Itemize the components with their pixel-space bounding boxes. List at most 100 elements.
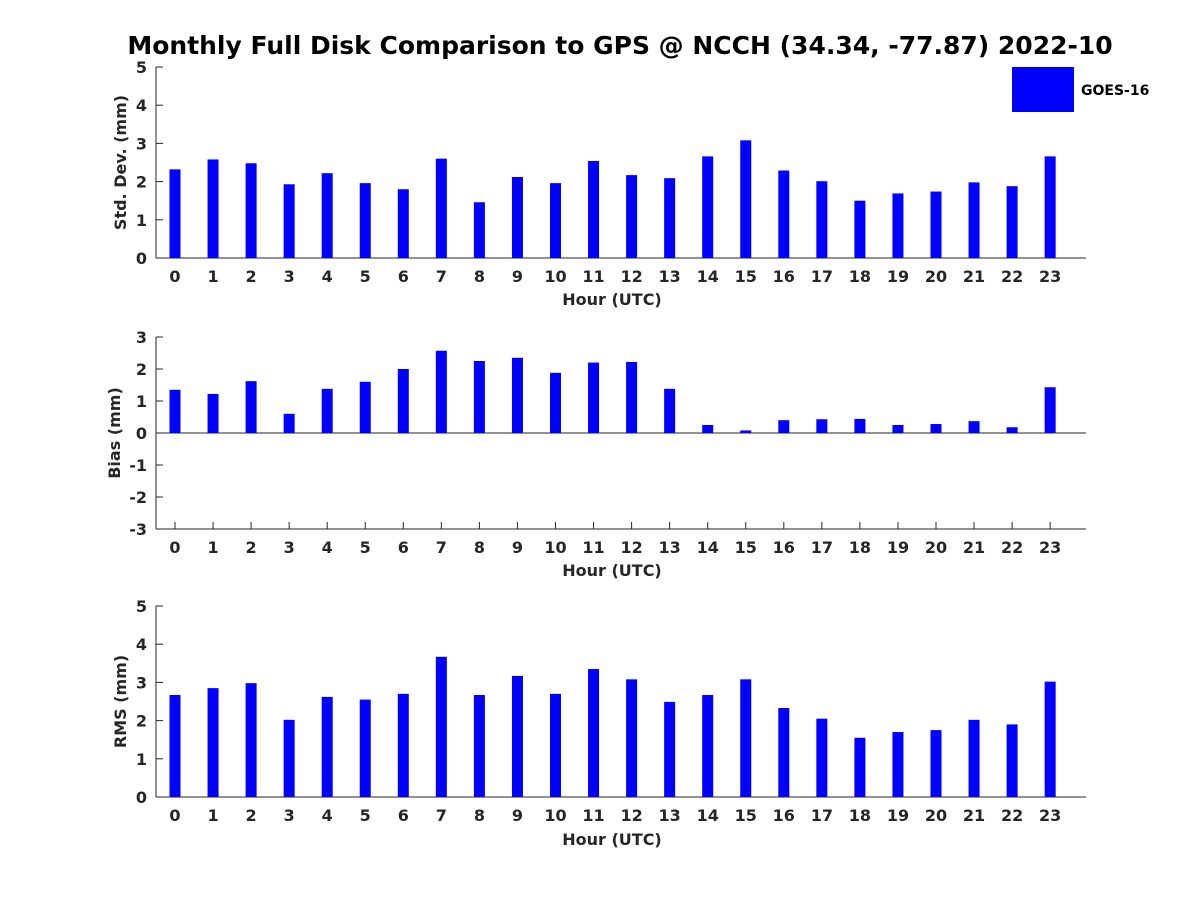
bar-hour-14 (702, 695, 714, 797)
bar-hour-9 (511, 177, 523, 258)
bar-hour-15 (740, 430, 752, 433)
x-tick-label: 16 (773, 538, 795, 557)
y-tick-label: 1 (136, 211, 147, 230)
x-tick-label: 2 (246, 267, 257, 286)
bar-hour-23 (1044, 156, 1056, 258)
y-tick-label: 5 (136, 597, 147, 616)
bar-hour-11 (588, 160, 600, 258)
bar-hour-6 (397, 693, 409, 797)
bar-hour-18 (854, 737, 866, 797)
x-tick-label: 3 (284, 538, 295, 557)
bar-hour-21 (968, 182, 980, 258)
x-tick-label: 12 (620, 538, 642, 557)
bar-hour-10 (550, 183, 561, 258)
bar-hour-6 (397, 189, 409, 258)
bar-hour-9 (511, 675, 523, 797)
bar-hour-16 (778, 707, 790, 797)
bar-hour-2 (245, 163, 257, 258)
bar-hour-11 (588, 362, 600, 433)
bar-hour-21 (968, 421, 980, 433)
bar-hour-22 (1006, 186, 1018, 258)
bar-hour-2 (245, 683, 257, 797)
x-tick-label: 20 (925, 806, 947, 825)
bar-hour-2 (245, 381, 257, 433)
x-tick-label: 5 (360, 806, 371, 825)
bar-hour-13 (664, 178, 676, 258)
y-tick-label: -1 (129, 456, 147, 475)
bar-hour-19 (892, 425, 904, 433)
bar-hour-1 (207, 159, 219, 258)
x-tick-label: 0 (169, 806, 180, 825)
y-tick-label: -2 (129, 488, 147, 507)
bar-hour-7 (435, 656, 447, 797)
x-tick-label: 23 (1039, 806, 1061, 825)
x-tick-label: 19 (887, 267, 909, 286)
bar-hour-15 (740, 679, 752, 797)
bar-hour-5 (359, 699, 371, 797)
y-tick-label: 3 (136, 673, 147, 692)
bar-hour-8 (473, 202, 485, 258)
bar-hour-0 (169, 695, 181, 797)
bar-hour-10 (550, 372, 561, 433)
x-tick-label: 12 (620, 806, 642, 825)
x-tick-label: 16 (773, 806, 795, 825)
bar-hour-4 (321, 696, 333, 797)
x-tick-label: 22 (1001, 267, 1023, 286)
x-tick-label: 0 (169, 538, 180, 557)
chart-title: Monthly Full Disk Comparison to GPS @ NC… (127, 31, 1112, 60)
x-tick-label: 9 (512, 267, 523, 286)
bar-hour-20 (930, 424, 942, 433)
x-tick-label: 10 (544, 538, 566, 557)
bar-hour-20 (930, 191, 942, 258)
bar-hour-0 (169, 389, 181, 433)
bar-hour-22 (1006, 427, 1018, 433)
bar-hour-5 (359, 183, 371, 258)
x-tick-label: 17 (811, 538, 833, 557)
x-tick-label: 2 (246, 538, 257, 557)
y-tick-label: 2 (136, 173, 147, 192)
x-tick-label: 6 (398, 267, 409, 286)
bar-hour-8 (473, 361, 485, 433)
y-axis-label: Bias (mm) (105, 387, 124, 479)
bar-hour-9 (511, 357, 523, 433)
bar-hour-11 (588, 669, 600, 797)
x-tick-label: 1 (207, 267, 218, 286)
x-tick-label: 5 (360, 538, 371, 557)
x-tick-label: 13 (659, 538, 681, 557)
bar-hour-22 (1006, 724, 1018, 797)
x-tick-label: 15 (735, 806, 757, 825)
x-tick-label: 22 (1001, 806, 1023, 825)
bar-hour-18 (854, 418, 866, 433)
bar-hour-21 (968, 719, 980, 797)
y-tick-label: -3 (129, 520, 147, 539)
x-tick-label: 13 (659, 267, 681, 286)
x-tick-label: 20 (925, 267, 947, 286)
x-tick-label: 10 (544, 267, 566, 286)
x-tick-label: 7 (436, 267, 447, 286)
x-tick-label: 18 (849, 538, 871, 557)
y-tick-label: 1 (136, 750, 147, 769)
x-tick-label: 6 (398, 806, 409, 825)
y-tick-label: 1 (136, 392, 147, 411)
x-tick-label: 3 (284, 267, 295, 286)
x-tick-label: 6 (398, 538, 409, 557)
bar-hour-1 (207, 393, 219, 433)
legend: GOES-16 (1012, 67, 1149, 112)
y-tick-label: 4 (136, 635, 147, 654)
y-tick-label: 3 (136, 134, 147, 153)
x-tick-label: 2 (246, 806, 257, 825)
bar-hour-19 (892, 193, 904, 258)
x-tick-label: 22 (1001, 538, 1023, 557)
x-tick-label: 21 (963, 538, 985, 557)
x-tick-label: 0 (169, 267, 180, 286)
x-tick-label: 23 (1039, 538, 1061, 557)
x-tick-label: 21 (963, 806, 985, 825)
x-tick-label: 20 (925, 538, 947, 557)
y-tick-label: 5 (136, 58, 147, 77)
x-tick-label: 8 (474, 806, 485, 825)
y-tick-label: 4 (136, 96, 147, 115)
